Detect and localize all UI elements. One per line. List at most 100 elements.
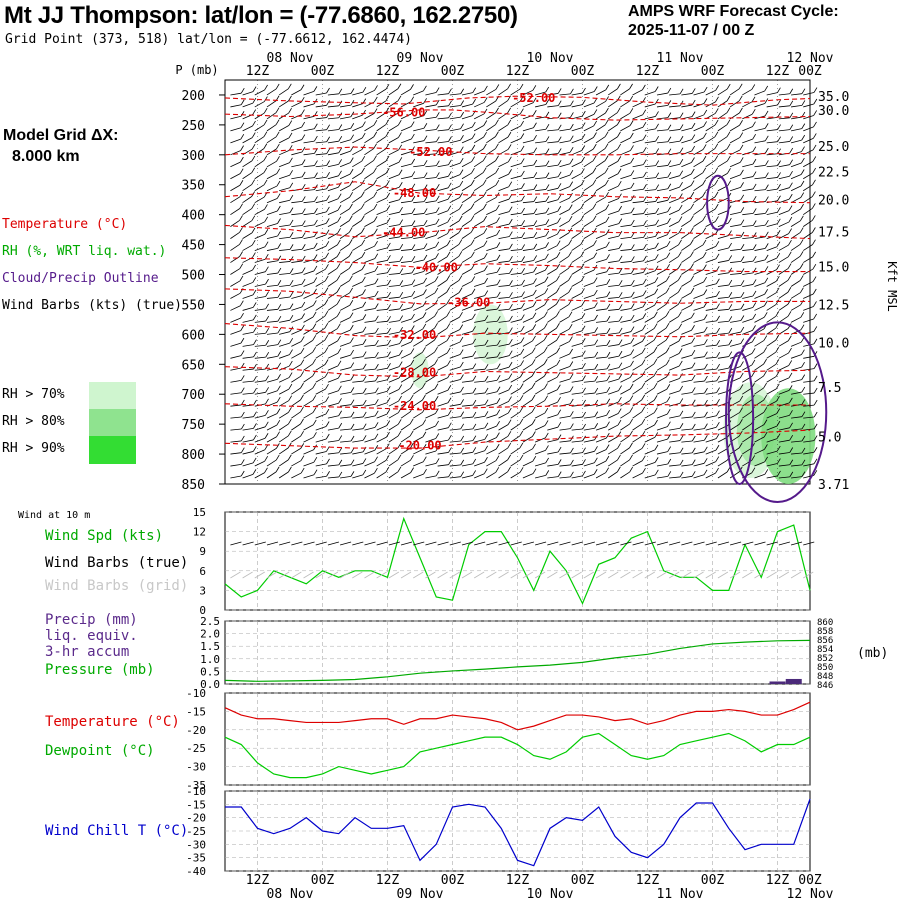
- wind-barb-flag: [312, 346, 317, 353]
- wind-barb-flag: [789, 182, 793, 188]
- wind-barb-flag: [240, 111, 245, 117]
- wind-barb: [400, 411, 411, 419]
- wind-barb: [303, 103, 315, 108]
- wind-barb-flag: [434, 383, 439, 389]
- wind-barb: [498, 459, 508, 467]
- wind-barb-flag: [399, 326, 403, 333]
- wind-barb: [583, 416, 595, 419]
- wind-barb-flag: [677, 287, 682, 293]
- wind-barb: [315, 92, 327, 96]
- wind-barb-flag: [655, 172, 660, 178]
- wind-barb: [535, 177, 547, 180]
- wind-barb-flag: [373, 96, 378, 103]
- wind-barb: [486, 320, 498, 323]
- wind-barb-true: [413, 541, 425, 546]
- wind-barb-flag: [435, 420, 439, 427]
- wind-barb-flag: [508, 156, 512, 163]
- wind-barb: [413, 387, 423, 395]
- wind-barb-flag: [533, 184, 538, 190]
- wind-barb: [668, 209, 680, 216]
- wind-barb: [473, 208, 484, 216]
- temperature-contour-label: -40.00: [415, 260, 458, 274]
- wind-barb: [437, 439, 449, 443]
- wind-barb-flag: [653, 358, 658, 365]
- wind-barb: [595, 449, 607, 455]
- wind-barb-flag: [422, 335, 426, 341]
- top-time-tick: 00Z: [798, 64, 822, 79]
- wind-barb-flag: [336, 251, 341, 257]
- wind-barb: [620, 459, 630, 467]
- wind-barb: [449, 93, 461, 96]
- wind-barb: [681, 139, 692, 144]
- precip-accum-label: 3-hr accum: [45, 644, 130, 660]
- wind-barb: [571, 305, 582, 311]
- wind-barb: [535, 116, 546, 120]
- wind-barb-flag: [739, 407, 743, 413]
- wind-barb-flag: [799, 239, 804, 245]
- pressure-panel-ytick: 848: [817, 672, 833, 682]
- wind-barb-flag: [470, 191, 475, 197]
- wind-barb-flag: [423, 172, 428, 178]
- wind-barb: [315, 475, 327, 479]
- wind-barb-flag: [300, 371, 304, 377]
- wind-barb-flag: [508, 169, 512, 175]
- wind-barb: [327, 198, 339, 204]
- bottom-time-tick: 00Z: [571, 873, 595, 888]
- wind-barb-flag: [618, 243, 623, 249]
- wind-barb: [681, 256, 691, 263]
- wind-barb: [717, 320, 729, 323]
- wind-barb: [766, 211, 778, 216]
- wind-barb-grid: [534, 571, 546, 579]
- wind-barb: [754, 449, 765, 455]
- wind-barb-flag: [665, 299, 670, 305]
- height-tick: 7.5: [818, 381, 841, 396]
- wind-barb: [705, 380, 717, 383]
- wind-barb-true: [254, 541, 266, 546]
- wind-barb-flag: [362, 435, 367, 441]
- wind-barb: [790, 464, 803, 467]
- wind-barb-flag: [349, 287, 353, 294]
- wind-barb-flag: [556, 275, 560, 281]
- wind-barb: [754, 177, 766, 180]
- wind-barb-flag: [411, 220, 416, 226]
- wind-barb-flag: [764, 456, 768, 463]
- wind-barb: [498, 236, 510, 240]
- wind-barb-flag: [300, 406, 304, 413]
- pressure-tick: 600: [182, 328, 205, 343]
- wind-barb-flag: [570, 447, 574, 454]
- wind-barb: [449, 476, 461, 479]
- wind-barb: [632, 126, 644, 132]
- wind-barb-flag: [496, 420, 500, 427]
- wind-barb-flag: [313, 265, 318, 272]
- wind-barb-flag: [679, 112, 684, 118]
- wind-barb-flag: [691, 423, 696, 430]
- wind-barb-flag: [435, 458, 440, 464]
- wind-barb-flag: [702, 227, 707, 233]
- wind-barb: [449, 464, 461, 467]
- wind-barb: [413, 305, 424, 311]
- wind-barb: [620, 187, 632, 192]
- wind-barb: [486, 271, 498, 275]
- wind-barb: [315, 245, 327, 251]
- wind-barb-flag: [581, 145, 586, 151]
- wind-barb: [364, 258, 375, 263]
- wind-barb: [754, 293, 765, 299]
- wind-barb-flag: [581, 168, 585, 174]
- wind-barb: [291, 176, 303, 180]
- wind-barb: [705, 124, 716, 132]
- wind-barb: [400, 176, 412, 180]
- wind-barb: [315, 351, 326, 359]
- wind-barb: [608, 332, 620, 335]
- wind-barb-flag: [789, 459, 794, 465]
- wind-barb-flag: [728, 255, 733, 261]
- wind-barb: [327, 427, 339, 431]
- temperature-contour: [224, 323, 811, 339]
- wind-barb-true: [498, 541, 510, 546]
- wind-barb: [425, 141, 437, 144]
- wind-barb-flag: [460, 411, 465, 417]
- wind-barb-flag: [630, 303, 635, 309]
- wind-barb: [559, 93, 571, 96]
- wind-barb: [413, 294, 424, 299]
- wind-barb: [486, 379, 498, 383]
- wind-barb: [730, 224, 742, 228]
